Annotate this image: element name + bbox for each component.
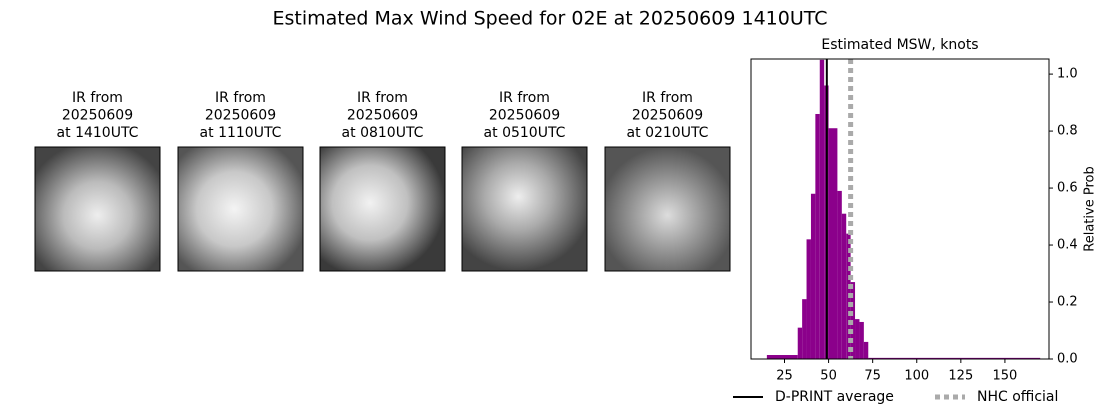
panel-label: at 0810UTC — [342, 125, 424, 141]
panel-label: at 0510UTC — [484, 125, 566, 141]
panel-label: IR from — [357, 90, 408, 106]
y-axis-label: Relative Prob — [1083, 166, 1098, 251]
panel-label: 20250609 — [62, 108, 133, 124]
x-tick-label: 75 — [864, 369, 881, 384]
satellite-image — [604, 146, 731, 272]
panel-label: at 1410UTC — [57, 125, 139, 141]
x-tick-label: 50 — [820, 369, 837, 384]
x-tick-label: 150 — [993, 369, 1018, 384]
legend-label: D-PRINT average — [775, 389, 894, 405]
y-tick-label: 1.0 — [1057, 67, 1078, 82]
panel-label: at 1110UTC — [200, 125, 282, 141]
bar — [859, 321, 864, 359]
y-tick-label: 0.2 — [1057, 295, 1078, 310]
bar — [815, 113, 820, 360]
bar — [828, 128, 833, 359]
panel-label: at 0210UTC — [627, 125, 709, 141]
bar — [766, 355, 798, 359]
bar — [837, 190, 842, 359]
legend-label: NHC official — [977, 389, 1058, 405]
bar — [841, 213, 847, 359]
y-tick-label: 0.6 — [1057, 181, 1078, 196]
panel-label: IR from — [499, 90, 550, 106]
axes-frame — [750, 58, 1050, 360]
y-tick-label: 0.4 — [1057, 238, 1078, 253]
bar — [802, 299, 807, 359]
panel-label: 20250609 — [347, 108, 418, 124]
bar — [810, 193, 816, 359]
bar — [797, 327, 803, 359]
x-tick-label: 100 — [904, 369, 929, 384]
panel-label: 20250609 — [489, 108, 560, 124]
x-tick-label: 125 — [948, 369, 973, 384]
satellite-image — [319, 146, 446, 272]
satellite-image — [461, 146, 588, 272]
figure-title: Estimated Max Wind Speed for 02E at 2025… — [272, 8, 827, 30]
bar — [806, 239, 811, 359]
panel-label: IR from — [72, 90, 123, 106]
bar — [819, 59, 825, 359]
axes-title: Estimated MSW, knots — [821, 37, 978, 53]
y-tick-label: 0.0 — [1057, 352, 1078, 367]
bar — [868, 357, 1041, 359]
panel-label: 20250609 — [632, 108, 703, 124]
satellite-image — [177, 146, 304, 272]
x-tick-label: 25 — [776, 369, 793, 384]
bar — [832, 128, 838, 359]
bar — [855, 319, 860, 359]
bar — [863, 341, 869, 359]
panel-label: IR from — [215, 90, 266, 106]
panel-label: 20250609 — [205, 108, 276, 124]
panel-label: IR from — [642, 90, 693, 106]
y-tick-label: 0.8 — [1057, 124, 1078, 139]
satellite-image — [34, 146, 161, 272]
